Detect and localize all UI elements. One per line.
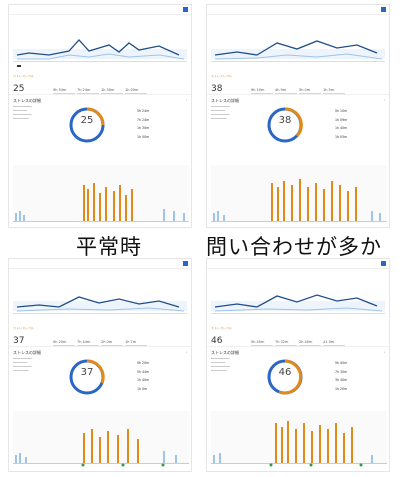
- legend: 5h 24m 7h 24m 1h 30m 1h 00m: [137, 109, 150, 139]
- stress-title: ストレスの詳細 ›: [13, 350, 187, 355]
- stress-panel-busy: ストレスレベル 38 9h 10m 4h 9m 5h 0m 1h 5m ストレス…: [206, 4, 390, 228]
- section-label: ストレスレベル: [211, 326, 233, 330]
- stress-title: ストレスの詳細 ›: [211, 350, 385, 355]
- stress-score: 38: [211, 84, 223, 94]
- stress-score: 25: [13, 84, 25, 94]
- description-text: ━━━━━━━━━━━━ ━━━━━━━━━ ━━━━━━━━━━━━ ━━━━━━━…: [13, 357, 32, 372]
- stat-1: 5h 45m: [251, 340, 273, 346]
- stress-bar-chart: [211, 165, 387, 222]
- stat-4: 1h 5m: [323, 88, 345, 94]
- detail-link[interactable]: ›: [185, 350, 187, 354]
- description-text: ━━━━━━━━━━━━ ━━━━━━━━━ ━━━━━━━━━━━━ ━━━━━━━…: [13, 105, 32, 120]
- stats-row: 25 9h 54m 7h 24m 1h 30m 1h 00m: [9, 79, 191, 95]
- donut-score: 38: [278, 115, 292, 126]
- legend: 0h 20m 5h 44m 1h 40m 1h 0m: [137, 361, 150, 391]
- stat-3: 5h 0m: [299, 88, 321, 94]
- menu-icon[interactable]: [183, 261, 188, 266]
- stress-donut: [267, 359, 303, 395]
- stress-donut: [267, 107, 303, 143]
- stress-panel-normal: ストレスレベル 25 9h 54m 7h 24m 1h 30m 1h 00m ス…: [8, 4, 192, 228]
- panel-header: [207, 259, 389, 269]
- donut-score: 25: [80, 115, 94, 126]
- stats-row: 38 9h 10m 4h 9m 5h 0m 1h 5m: [207, 79, 389, 95]
- menu-icon[interactable]: [183, 7, 188, 12]
- stress-bar-chart: [13, 411, 189, 467]
- legend: 5h 40m 7h 30m 3h 40m 1h 20m: [335, 361, 348, 391]
- stat-2: 7h 44m: [77, 340, 99, 346]
- donut-score: 46: [278, 367, 292, 378]
- stress-title: ストレスの詳細 ›: [211, 98, 385, 103]
- section-label: ストレスレベル: [211, 74, 233, 78]
- menu-icon[interactable]: [381, 261, 386, 266]
- panel-header: [9, 5, 191, 15]
- detail-link[interactable]: ›: [383, 98, 385, 102]
- stress-bar-chart: [211, 411, 387, 467]
- caption-normal: 平常時: [76, 235, 142, 259]
- stat-4: 1h 7m: [125, 340, 147, 346]
- stat-1: 0h 20m: [53, 340, 75, 346]
- stress-panel-normal-2: ストレスレベル 37 0h 20m 7h 44m 2h 0m 1h 7m ストレ…: [8, 258, 192, 472]
- legend: 5h 10m 1h 09m 1h 40m 1h 05m: [335, 109, 348, 139]
- stress-panel-busy-2: ストレスレベル 46 5h 45m 7h 32m 2h 40m 41 0m スト…: [206, 258, 390, 472]
- stress-donut: [69, 359, 105, 395]
- stat-4: 41 0m: [323, 340, 345, 346]
- description-text: ━━━━━━━━━━━━ ━━━━━━━━━ ━━━━━━━━━━━━ ━━━━━━━…: [211, 105, 230, 120]
- stat-3: 2h 40m: [299, 340, 321, 346]
- stress-title: ストレスの詳細 ›: [13, 98, 187, 103]
- stat-3: 1h 30m: [101, 88, 123, 94]
- stat-1: 9h 10m: [251, 88, 273, 94]
- heart-rate-chart: [211, 40, 385, 62]
- stress-bar-chart: [13, 165, 189, 222]
- stat-2: 7h 32m: [275, 340, 297, 346]
- heart-rate-chart: [211, 294, 385, 314]
- donut-score: 37: [80, 367, 94, 378]
- heart-rate-chart: [13, 39, 187, 67]
- panel-header: [9, 259, 191, 269]
- stats-row: 37 0h 20m 7h 44m 2h 0m 1h 7m: [9, 331, 191, 347]
- section-label: ストレスレベル: [13, 326, 35, 330]
- panel-header: [207, 5, 389, 15]
- stat-1: 9h 54m: [53, 88, 75, 94]
- stats-row: 46 5h 45m 7h 32m 2h 40m 41 0m: [207, 331, 389, 347]
- detail-link[interactable]: ›: [383, 350, 385, 354]
- stat-4: 1h 00m: [125, 88, 147, 94]
- section-label: ストレスレベル: [13, 74, 35, 78]
- stat-2: 4h 9m: [275, 88, 297, 94]
- stress-donut: [69, 107, 105, 143]
- detail-link[interactable]: ›: [185, 98, 187, 102]
- heart-rate-chart: [13, 296, 187, 314]
- stat-3: 2h 0m: [101, 340, 123, 346]
- description-text: ━━━━━━━━━━━━ ━━━━━━━━━ ━━━━━━━━━━━━ ━━━━━━━…: [211, 357, 230, 372]
- stat-2: 7h 24m: [77, 88, 99, 94]
- stress-score: 46: [211, 336, 223, 346]
- stress-score: 37: [13, 336, 25, 346]
- menu-icon[interactable]: [381, 7, 386, 12]
